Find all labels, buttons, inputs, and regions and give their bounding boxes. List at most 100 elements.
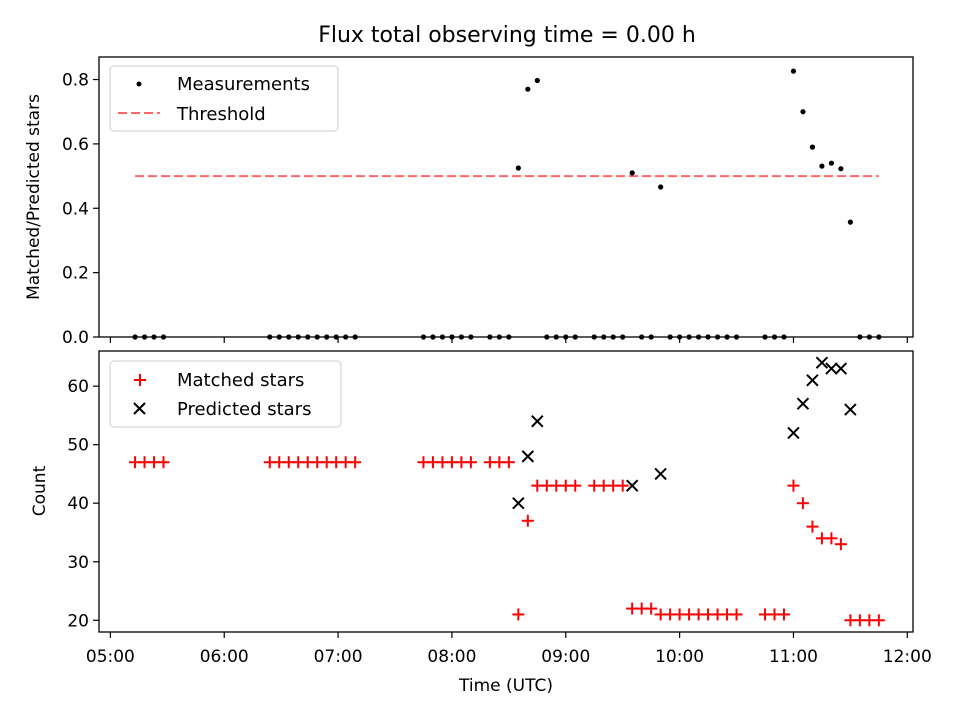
predicted-star-point (796, 397, 810, 410)
matched-star-point (157, 456, 170, 469)
bottom-y-tick: 30 (67, 553, 99, 573)
top-y-tick: 0.4 (62, 199, 99, 219)
top-y-tick: 0.8 (62, 71, 99, 91)
legend-threshold-label: Threshold (176, 104, 266, 125)
measurement-point (629, 170, 635, 176)
matched-star-point (349, 456, 362, 469)
top-y-axis: 0.0 0.2 0.4 0.6 0.8 (62, 71, 99, 348)
predicted-star-point (815, 356, 829, 369)
measurement-point (847, 219, 853, 225)
top-y-tick-label: 0.0 (62, 328, 89, 348)
matched-star-point (521, 514, 534, 527)
bottom-y-axis-label: Count (30, 465, 50, 516)
legend-matched-marker (134, 374, 146, 386)
matched-star-point (872, 614, 885, 627)
legend-predicted-marker (133, 402, 146, 415)
bottom-x-tick: 11:00 (769, 632, 818, 667)
matched-star-point (616, 479, 629, 492)
matched-star-point (825, 532, 838, 545)
predicted-star-point (654, 467, 667, 481)
bottom-y-tick: 20 (67, 611, 99, 631)
bottom-x-axis: 05:00 06:00 07:00 08:00 09:00 10:00 11:00 12:00 (86, 632, 932, 667)
predicted-star-point (521, 450, 535, 463)
bottom-y-tick: 50 (67, 436, 99, 456)
legend-predicted-label: Predicted stars (177, 399, 311, 420)
top-y-tick-label: 0.2 (62, 264, 89, 284)
bottom-x-tick: 07:00 (314, 632, 363, 667)
top-y-tick-label: 0.8 (62, 71, 89, 91)
measurement-point (809, 144, 816, 150)
matched-star-point (787, 479, 800, 492)
bottom-y-tick-label: 50 (67, 436, 89, 456)
predicted-star-point (806, 374, 819, 387)
measurement-point (838, 166, 844, 172)
x-tick-label: 07:00 (314, 647, 363, 667)
predicted-star-point (512, 497, 525, 510)
top-y-tick: 0.0 (62, 328, 99, 348)
matched-star-point (512, 608, 525, 621)
matched-star-point (502, 456, 515, 469)
legend-measurements-marker (136, 81, 142, 87)
matched-star-point (464, 456, 477, 469)
measurement-point (525, 86, 531, 92)
bottom-x-tick: 06:00 (200, 632, 249, 667)
x-tick-label: 05:00 (86, 647, 135, 667)
measurement-point (534, 77, 540, 84)
x-axis-label: Time (UTC) (458, 676, 553, 696)
top-axes-frame (98, 56, 914, 338)
bottom-y-tick-label: 20 (67, 611, 89, 631)
matched-star-point (796, 497, 809, 510)
bottom-y-tick: 60 (67, 377, 99, 397)
bottom-y-tick-label: 30 (67, 553, 89, 573)
measurement-point (515, 165, 521, 171)
bottom-legend-box (109, 360, 342, 428)
matched-star-point (645, 602, 658, 615)
top-y-tick: 0.6 (62, 135, 99, 155)
bottom-plot-area (129, 356, 885, 627)
bottom-axes-frame (98, 350, 914, 633)
matched-star-point (834, 538, 847, 551)
top-x-ticks (109, 337, 908, 343)
top-y-tick-label: 0.6 (62, 135, 89, 155)
predicted-star-point (625, 479, 639, 492)
chart-title: Flux total observing time = 0.00 h (318, 23, 696, 48)
x-tick-label: 06:00 (200, 647, 249, 667)
top-panel: 0.00.20.40.60.8 Matched/Predicted stars … (24, 56, 914, 348)
x-tick-label: 09:00 (541, 647, 590, 667)
predicted-star-point (844, 403, 857, 416)
matched-star-point (777, 608, 790, 621)
x-tick-label: 11:00 (769, 647, 818, 667)
measurement-point (658, 184, 664, 190)
matched-star-point (806, 520, 819, 533)
bottom-y-tick-label: 40 (67, 494, 89, 514)
predicted-star-point (531, 415, 544, 428)
bottom-panel: 20 30 40 50 60 05:00 06:00 07:00 08:00 09:00 10:0… (30, 350, 932, 696)
x-tick-label: 10:00 (655, 647, 704, 667)
matched-star-point (730, 608, 743, 621)
predicted-star-point (825, 362, 838, 375)
bottom-y-axis: 20 30 40 50 60 (67, 377, 99, 631)
matched-star-point (569, 479, 582, 492)
bottom-x-tick: 10:00 (655, 632, 704, 667)
bottom-x-tick: 09:00 (541, 632, 590, 667)
measurement-point (790, 68, 797, 74)
bottom-y-tick-label: 60 (67, 377, 89, 397)
measurement-point (828, 160, 835, 166)
predicted-star-point (834, 362, 848, 375)
bottom-x-tick: 08:00 (427, 632, 476, 667)
top-y-axis-label: Matched/Predicted stars (24, 94, 44, 300)
x-tick-label: 08:00 (427, 647, 476, 667)
measurement-point (800, 109, 806, 115)
bottom-x-tick: 05:00 (86, 632, 135, 667)
legend-matched-label: Matched stars (177, 370, 304, 391)
legend-measurements-label: Measurements (177, 74, 310, 95)
measurement-point (819, 163, 825, 169)
top-legend-box (109, 65, 339, 132)
bottom-legend: Matched stars Predicted stars (109, 360, 342, 428)
top-y-tick-label: 0.4 (62, 199, 89, 219)
top-y-tick: 0.2 (62, 264, 99, 284)
predicted-star-point (787, 426, 800, 440)
bottom-x-tick: 12:00 (883, 632, 932, 667)
bottom-y-tick: 40 (67, 494, 99, 514)
